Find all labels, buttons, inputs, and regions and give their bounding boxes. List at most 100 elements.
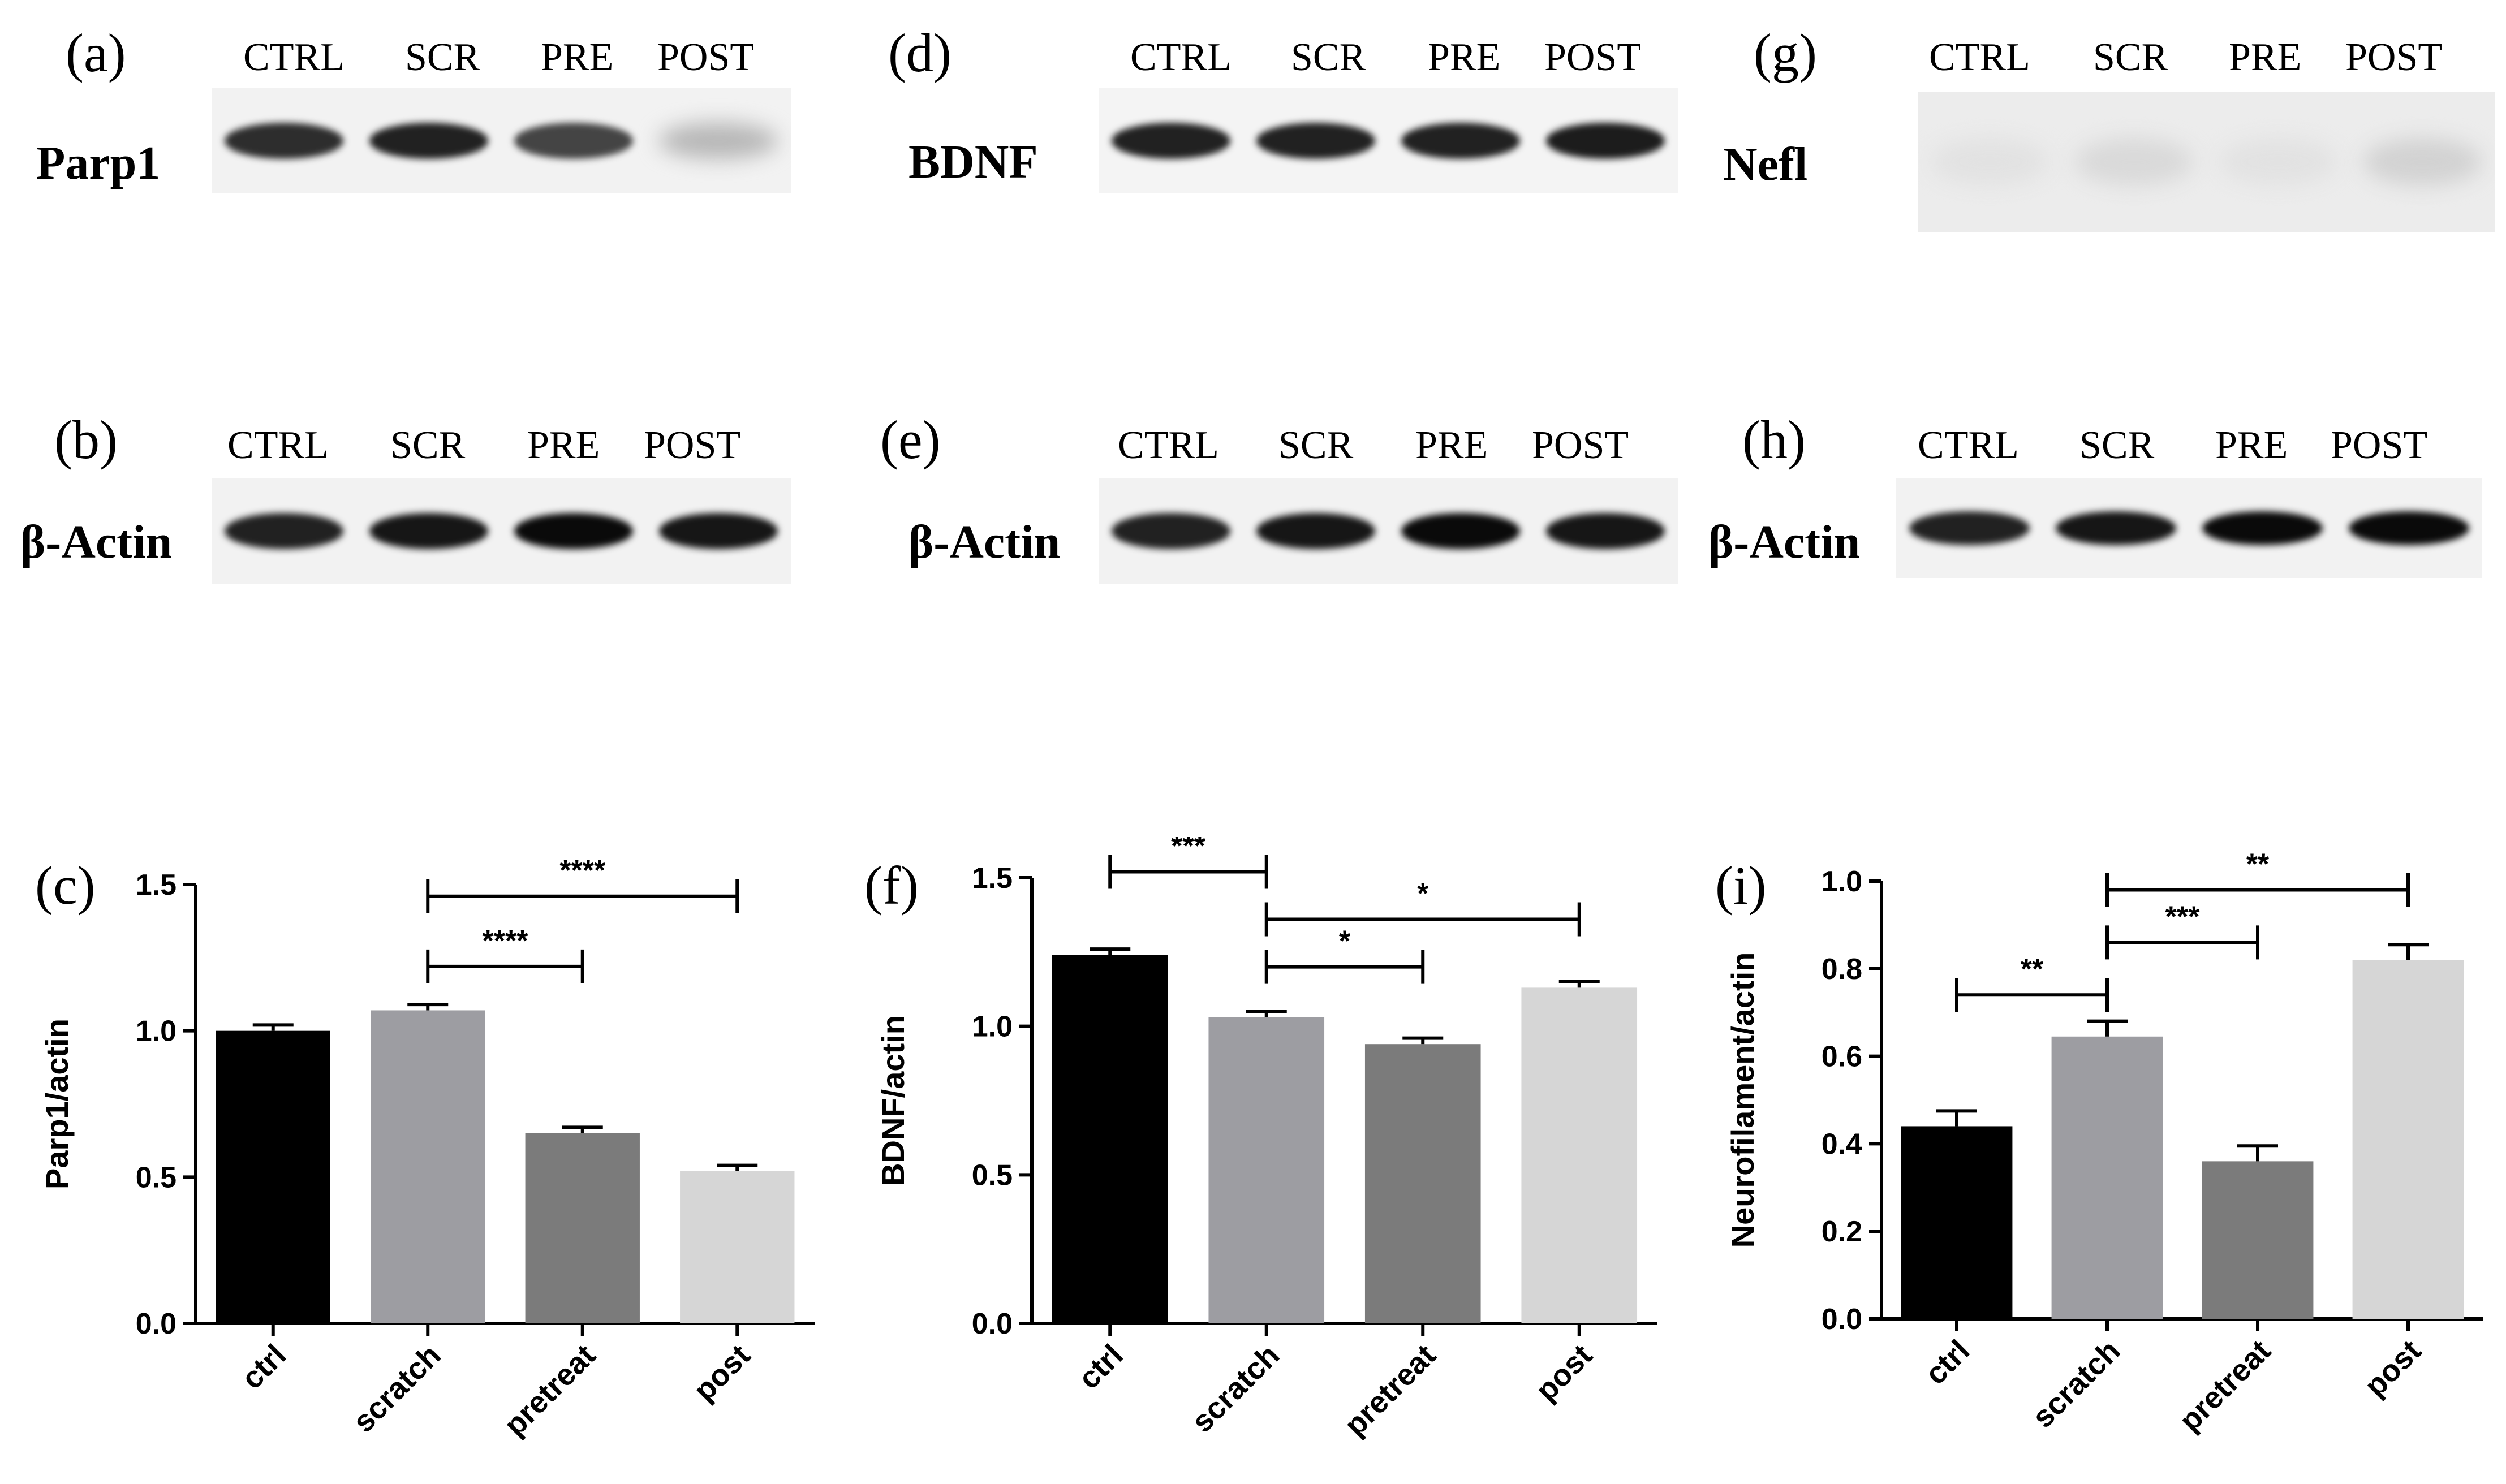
lane-label: SCR xyxy=(405,36,480,79)
blot-band xyxy=(2363,137,2482,186)
blot-image xyxy=(1918,92,2495,232)
blot-band xyxy=(2056,511,2176,545)
y-tick-label: 0.8 xyxy=(1822,953,1862,986)
lane-label: CTRL xyxy=(243,36,345,79)
blot-band xyxy=(2202,511,2323,545)
y-tick-label: 0.5 xyxy=(136,1161,176,1194)
lane-label: PRE xyxy=(2215,424,2288,467)
panel-label-c: (c) xyxy=(35,855,96,916)
y-tick-label: 0.4 xyxy=(1822,1128,1862,1161)
significance-label: ** xyxy=(2246,848,2270,881)
lane-label: POST xyxy=(644,424,741,467)
bar xyxy=(2202,1161,2314,1319)
lane-label: PRE xyxy=(1415,424,1488,467)
bar xyxy=(1364,1044,1481,1323)
bar xyxy=(2051,1036,2163,1319)
lane-label: CTRL xyxy=(1929,36,2030,79)
protein-label: β-Actin xyxy=(1708,516,1861,568)
y-tick-label: 0.0 xyxy=(972,1308,1013,1340)
x-tick-label: ctrl xyxy=(1919,1334,1977,1391)
significance-label: *** xyxy=(2165,900,2200,933)
y-tick-label: 1.5 xyxy=(972,862,1013,895)
lane-label: CTRL xyxy=(1118,424,1219,467)
protein-label: β-Actin xyxy=(20,516,173,568)
blot-image xyxy=(1896,478,2482,578)
lane-label: PRE xyxy=(2229,36,2302,79)
lane-label: POST xyxy=(657,36,755,79)
lane-label: PRE xyxy=(541,36,614,79)
panel-label-h: (h) xyxy=(1742,409,1806,470)
x-tick-label: ctrl xyxy=(235,1338,292,1396)
blot-band xyxy=(1112,513,1230,549)
panel-label-f: (f) xyxy=(864,855,919,916)
y-tick-label: 0.0 xyxy=(1822,1303,1862,1336)
lane-label: PRE xyxy=(527,424,600,467)
panel-label-a: (a) xyxy=(66,23,126,83)
blot-image xyxy=(1099,478,1678,584)
x-tick-label: pretreat xyxy=(1338,1338,1443,1443)
blot-band xyxy=(1256,513,1375,549)
blot-band xyxy=(1546,513,1665,549)
y-tick-label: 0.5 xyxy=(972,1159,1013,1192)
bar xyxy=(525,1133,640,1323)
y-tick-label: 0.6 xyxy=(1822,1041,1862,1073)
blot-band xyxy=(2074,137,2194,186)
y-tick-label: 1.0 xyxy=(1822,865,1862,898)
lane-label: POST xyxy=(2331,424,2428,467)
lane-label: SCR xyxy=(2093,36,2168,79)
bar xyxy=(1901,1126,2013,1319)
y-axis-label: Neurofilament/actin xyxy=(1725,952,1760,1248)
protein-label: Parp1 xyxy=(36,137,161,189)
significance-label: **** xyxy=(483,925,529,957)
panel-label-d: (d) xyxy=(888,23,951,83)
blot-band xyxy=(2349,511,2469,545)
y-axis-label: BDNF/actin xyxy=(875,1015,911,1186)
y-tick-label: 0.0 xyxy=(136,1308,176,1340)
bar-chart-bdnf: 0.0 0.5 1.0 1.5 BDNF/actin ctrl scratch pretrea… xyxy=(875,837,1657,1443)
blot-band xyxy=(1256,123,1375,159)
panel-label-g: (g) xyxy=(1754,23,1817,83)
bar xyxy=(1208,1017,1325,1323)
blot-image xyxy=(212,478,791,584)
blot-image xyxy=(212,88,791,193)
bar xyxy=(1052,955,1168,1323)
blot-band xyxy=(659,513,778,549)
blot-band xyxy=(1546,123,1665,159)
protein-label: Nefl xyxy=(1723,138,1808,191)
y-tick-label: 1.5 xyxy=(136,869,176,901)
significance-label: ** xyxy=(2021,953,2044,986)
protein-label: β-Actin xyxy=(908,516,1061,568)
lane-label: SCR xyxy=(2079,424,2155,467)
panel-label-e: (e) xyxy=(880,409,941,470)
x-tick-label: scratch xyxy=(2026,1334,2126,1434)
blot-band xyxy=(1930,137,2049,186)
bar-chart-parp1: 0.0 0.5 1.0 1.5 Parp1/actin ctrl scratch pretre… xyxy=(39,855,815,1443)
blot-band xyxy=(1401,123,1520,159)
lane-label: CTRL xyxy=(1918,424,2019,467)
bar xyxy=(680,1171,795,1323)
x-tick-label: pretreat xyxy=(2173,1334,2277,1438)
blot-band xyxy=(514,123,633,159)
lane-label: SCR xyxy=(390,424,466,467)
lane-label: PRE xyxy=(1428,36,1501,79)
x-tick-label: pretreat xyxy=(498,1338,602,1443)
blot-band xyxy=(2219,137,2338,186)
blot-band xyxy=(369,123,488,159)
blot-band xyxy=(514,513,633,549)
protein-label: BDNF xyxy=(908,136,1038,188)
blot-band xyxy=(1401,513,1520,549)
panel-label-b: (b) xyxy=(54,409,118,470)
x-tick-label: post xyxy=(687,1338,757,1408)
x-tick-label: post xyxy=(2358,1334,2427,1403)
blot-band xyxy=(369,513,488,549)
blot-band xyxy=(1909,511,2030,545)
bar xyxy=(1521,987,1638,1323)
lane-label: POST xyxy=(2345,36,2443,79)
blot-band xyxy=(225,123,343,159)
bar xyxy=(216,1030,330,1323)
blot-band xyxy=(225,513,343,549)
lane-label: SCR xyxy=(1278,424,1354,467)
y-tick-label: 0.2 xyxy=(1822,1215,1862,1248)
significance-label: * xyxy=(1417,878,1429,911)
significance-label: * xyxy=(1339,925,1351,958)
